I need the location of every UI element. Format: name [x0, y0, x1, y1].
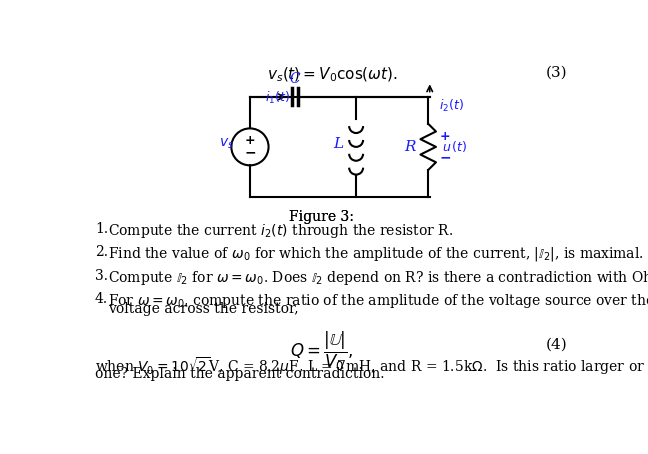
Text: Compute $\mathbb{I}_2$ for $\omega = \omega_0$. Does $\mathbb{I}_2$ depend on R?: Compute $\mathbb{I}_2$ for $\omega = \om… — [108, 268, 648, 286]
Text: R: R — [404, 140, 416, 154]
Text: (3): (3) — [546, 65, 568, 79]
Text: when $V_0 = 10\sqrt{2}$V, C = 8.2$\mu$F, L = 7mH, and R = 1.5k$\Omega$.  Is this: when $V_0 = 10\sqrt{2}$V, C = 8.2$\mu$F,… — [95, 355, 648, 377]
Text: 3.: 3. — [95, 268, 108, 282]
Text: Figure 3:: Figure 3: — [289, 210, 354, 224]
Text: $i_1(t)$: $i_1(t)$ — [266, 90, 290, 106]
Text: −: − — [244, 145, 256, 159]
Text: +: + — [440, 129, 450, 143]
Text: one? Explain the apparent contradiction.: one? Explain the apparent contradiction. — [95, 367, 384, 381]
Text: $v_s(t) = V_0\cos(\omega t).$: $v_s(t) = V_0\cos(\omega t).$ — [267, 65, 397, 84]
Text: $Q = \dfrac{|\mathbb{U}|}{V_0},$: $Q = \dfrac{|\mathbb{U}|}{V_0},$ — [290, 330, 353, 373]
Text: voltage across the resistor,: voltage across the resistor, — [108, 302, 299, 316]
Text: 1.: 1. — [95, 222, 108, 237]
Text: $i_2(t)$: $i_2(t)$ — [439, 99, 464, 114]
Text: For $\omega = \omega_0$, compute the ratio of the amplitude of the voltage sourc: For $\omega = \omega_0$, compute the rat… — [108, 291, 648, 310]
Text: 4.: 4. — [95, 291, 108, 306]
Text: L: L — [334, 137, 343, 151]
Text: (4): (4) — [546, 338, 568, 352]
Text: Compute the current $i_2(t)$ through the resistor R.: Compute the current $i_2(t)$ through the… — [108, 222, 454, 240]
Text: −: − — [440, 151, 452, 165]
Text: +: + — [245, 134, 255, 147]
Text: C: C — [290, 72, 300, 86]
Text: $u\,(t)$: $u\,(t)$ — [442, 139, 468, 154]
Text: Find the value of $\omega_0$ for which the amplitude of the current, $|\mathbb{I: Find the value of $\omega_0$ for which t… — [108, 246, 644, 263]
Text: 2.: 2. — [95, 246, 108, 259]
Text: $v_s$: $v_s$ — [219, 137, 234, 151]
Text: Figure 3:: Figure 3: — [289, 210, 354, 224]
